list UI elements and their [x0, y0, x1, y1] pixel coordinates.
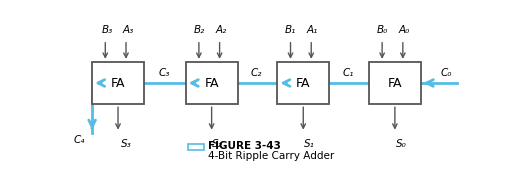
Bar	[188, 144, 204, 150]
Text: C₄: C₄	[74, 135, 85, 145]
Text: FIGURE 3-43: FIGURE 3-43	[209, 141, 281, 151]
Text: FA: FA	[296, 77, 310, 89]
Text: C₂: C₂	[251, 68, 262, 78]
Text: S₁: S₁	[304, 139, 315, 149]
Text: A₀: A₀	[398, 25, 410, 35]
Bar	[278, 62, 329, 104]
Text: FA: FA	[111, 77, 125, 89]
Text: A₃: A₃	[122, 25, 134, 35]
Text: S₂: S₂	[212, 139, 223, 149]
Text: B₂: B₂	[194, 25, 205, 35]
Text: C₁: C₁	[343, 68, 354, 78]
Text: B₁: B₁	[285, 25, 296, 35]
Text: B₀: B₀	[377, 25, 388, 35]
Text: FA: FA	[388, 77, 402, 89]
Text: C₃: C₃	[159, 68, 170, 78]
Text: FA: FA	[205, 77, 219, 89]
Text: S₀: S₀	[395, 139, 406, 149]
Text: A₁: A₁	[307, 25, 318, 35]
Text: S₃: S₃	[121, 139, 132, 149]
Text: A₂: A₂	[216, 25, 227, 35]
Bar	[92, 62, 144, 104]
Bar	[369, 62, 421, 104]
Text: C₀: C₀	[441, 68, 452, 78]
Text: B₃: B₃	[102, 25, 113, 35]
Bar	[186, 62, 237, 104]
Text: 4-Bit Ripple Carry Adder: 4-Bit Ripple Carry Adder	[209, 151, 335, 161]
